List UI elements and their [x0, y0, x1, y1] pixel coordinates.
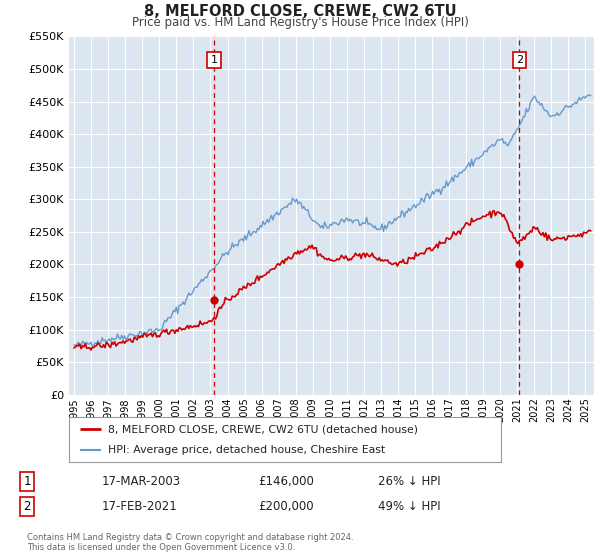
- Text: This data is licensed under the Open Government Licence v3.0.: This data is licensed under the Open Gov…: [27, 543, 295, 552]
- Text: 1: 1: [23, 475, 31, 488]
- Text: 49% ↓ HPI: 49% ↓ HPI: [378, 500, 440, 514]
- Text: Price paid vs. HM Land Registry's House Price Index (HPI): Price paid vs. HM Land Registry's House …: [131, 16, 469, 29]
- Text: 2: 2: [516, 55, 523, 65]
- Text: 8, MELFORD CLOSE, CREWE, CW2 6TU (detached house): 8, MELFORD CLOSE, CREWE, CW2 6TU (detach…: [108, 424, 418, 435]
- Text: 8, MELFORD CLOSE, CREWE, CW2 6TU: 8, MELFORD CLOSE, CREWE, CW2 6TU: [143, 4, 457, 19]
- Text: Contains HM Land Registry data © Crown copyright and database right 2024.: Contains HM Land Registry data © Crown c…: [27, 533, 353, 542]
- Text: 17-FEB-2021: 17-FEB-2021: [102, 500, 178, 514]
- Text: 17-MAR-2003: 17-MAR-2003: [102, 475, 181, 488]
- Text: 2: 2: [23, 500, 31, 514]
- Text: £146,000: £146,000: [258, 475, 314, 488]
- Text: 1: 1: [211, 55, 218, 65]
- Text: HPI: Average price, detached house, Cheshire East: HPI: Average price, detached house, Ches…: [108, 445, 385, 455]
- Text: £200,000: £200,000: [258, 500, 314, 514]
- Text: 26% ↓ HPI: 26% ↓ HPI: [378, 475, 440, 488]
